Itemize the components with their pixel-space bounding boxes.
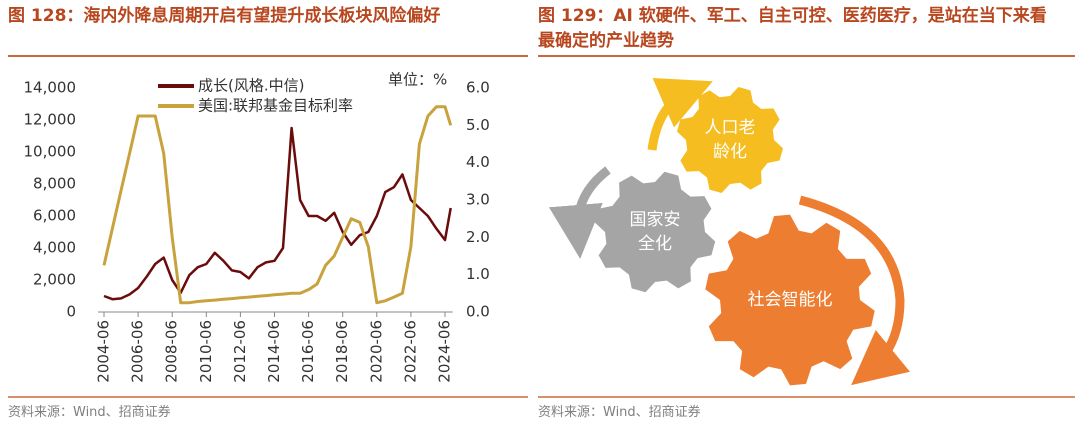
arrow xyxy=(798,195,911,386)
x-tick-label: 2004-06 xyxy=(95,320,113,383)
x-tick-label: 2008-06 xyxy=(163,320,181,383)
gear-label: 国家安 xyxy=(630,210,681,230)
arrow xyxy=(548,166,611,259)
y-tick-label: 0 xyxy=(66,303,76,321)
arrow xyxy=(647,77,713,151)
x-tick-label: 2018-06 xyxy=(333,320,351,383)
source: 资料来源：Wind、招商证券 xyxy=(538,405,701,420)
gear xyxy=(705,214,875,386)
x-tick-label: 2014-06 xyxy=(265,320,283,383)
x-tick-label: 2010-06 xyxy=(197,320,215,383)
y-tick-label: 2,000 xyxy=(33,271,76,289)
legend-label: 美国:联邦基金目标利率 xyxy=(198,97,353,115)
gear-label: 人口老 xyxy=(705,118,756,138)
chart-title: 图 128：海内外降息周期开启有望提升成长板块风险偏好 xyxy=(8,6,441,26)
x-tick-label: 2024-06 xyxy=(436,320,454,383)
series-line xyxy=(103,126,452,301)
y2-tick-label: 3.0 xyxy=(466,191,490,209)
series-line xyxy=(102,105,453,305)
annotation: 单位：% xyxy=(388,71,447,89)
y2-tick-label: 4.0 xyxy=(466,153,490,171)
y2-tick-label: 1.0 xyxy=(466,265,490,283)
y-tick-label: 14,000 xyxy=(24,79,77,97)
gear xyxy=(594,171,716,293)
y2-tick-label: 5.0 xyxy=(466,116,490,134)
y-tick-label: 12,000 xyxy=(24,111,77,129)
x-tick-label: 2006-06 xyxy=(129,320,147,383)
gear-label: 社会智能化 xyxy=(748,290,833,310)
legend-label: 成长(风格.中信) xyxy=(198,77,304,95)
y-tick-label: 8,000 xyxy=(33,175,76,193)
x-tick-label: 2012-06 xyxy=(231,320,249,383)
y2-tick-label: 6.0 xyxy=(466,79,490,97)
y2-tick-label: 0.0 xyxy=(466,303,490,321)
x-tick-label: 2020-06 xyxy=(367,320,385,383)
source: 资料来源：Wind、招商证券 xyxy=(8,405,171,420)
y-tick-label: 6,000 xyxy=(33,207,76,225)
x-tick-label: 2016-06 xyxy=(299,320,317,383)
y-tick-label: 10,000 xyxy=(24,143,77,161)
x-tick-label: 2022-06 xyxy=(401,320,419,383)
gear xyxy=(677,87,783,193)
gear-label: 全化 xyxy=(638,234,672,254)
y2-tick-label: 2.0 xyxy=(466,228,490,246)
y-tick-label: 4,000 xyxy=(33,239,76,257)
gear-label: 龄化 xyxy=(713,142,747,162)
diagram-title: 图 129：AI 软硬件、军工、自主可控、医药医疗，是站在当下来看最确定的产业趋… xyxy=(538,6,1047,51)
